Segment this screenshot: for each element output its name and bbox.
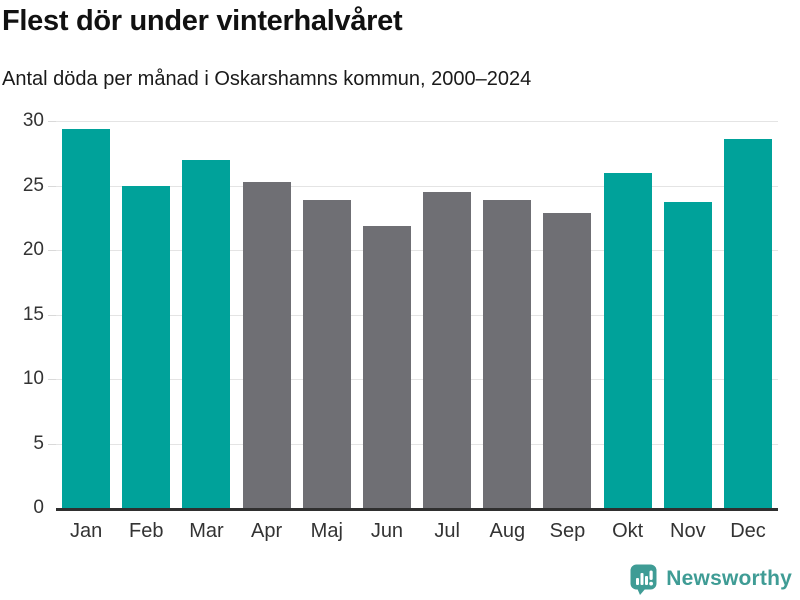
x-tick-label: Jun [370, 520, 404, 542]
bar-chart: 0 5 10 15 20 25 30 [0, 110, 800, 518]
bar-dec [723, 139, 772, 508]
x-tick-label: Apr [251, 520, 283, 542]
bars-row [56, 121, 778, 508]
x-tick-label: Sep [549, 520, 586, 542]
bar-slot [56, 121, 116, 508]
bar-sep [543, 212, 592, 508]
bar-slot [718, 121, 778, 508]
y-tick-label: 25 [22, 174, 44, 196]
y-axis-tick [48, 121, 56, 122]
bar-feb [122, 185, 171, 508]
gridline [56, 121, 778, 122]
bar-apr [242, 181, 291, 508]
bar-slot [477, 121, 537, 508]
x-tick-label: Mar [189, 520, 224, 542]
gridline [56, 314, 778, 316]
y-tick-label: 0 [33, 497, 44, 518]
gridline [56, 379, 778, 380]
bar-slot [297, 121, 357, 508]
bar-slot [357, 121, 417, 508]
x-axis-labels: Jan Feb Mar Apr Maj Jun Jul Aug Sep Okt Nov Dec [56, 517, 778, 545]
bar-slot [537, 121, 597, 508]
newsworthy-speech-bubble-chart-icon [630, 564, 657, 595]
plot-area [56, 121, 778, 511]
y-tick-label: 10 [22, 368, 44, 389]
y-tick-label: 20 [22, 239, 44, 260]
x-tick-label: Okt [612, 520, 644, 542]
y-axis-tick [48, 250, 56, 251]
newsworthy-wordmark: Newsworthy [666, 567, 792, 590]
page-subtitle: Antal döda per månad i Oskarshamns kommu… [2, 68, 532, 90]
page-title: Flest dör under vinterhalvåret [2, 5, 403, 37]
x-tick-label: Jul [434, 520, 460, 542]
y-axis-tick [48, 379, 56, 380]
x-tick-label: Nov [670, 520, 706, 542]
bar-okt [603, 172, 652, 508]
bar-jan [62, 128, 111, 508]
bar-jul [423, 191, 472, 508]
bar-slot [116, 121, 176, 508]
bar-aug [483, 199, 532, 508]
x-tick-label: Maj [310, 520, 343, 542]
bar-slot [658, 121, 718, 508]
gridline [56, 443, 778, 445]
y-tick-label: 5 [33, 432, 44, 454]
gridline [56, 250, 778, 251]
x-tick-label: Feb [129, 520, 164, 542]
bar-nov [663, 202, 712, 508]
bar-slot [237, 121, 297, 508]
bar-mar [182, 159, 231, 508]
bar-slot [417, 121, 477, 508]
y-tick-label: 15 [22, 303, 44, 325]
bar-slot [598, 121, 658, 508]
x-tick-label: Dec [730, 520, 766, 542]
y-axis-labels: 0 5 10 15 20 25 30 [0, 110, 56, 518]
gridline [56, 185, 778, 187]
newsworthy-logo[interactable]: Newsworthy [629, 563, 792, 595]
y-axis-tick [48, 185, 56, 187]
y-axis-tick [48, 443, 56, 445]
x-tick-label: Jan [69, 520, 103, 542]
bar-slot [176, 121, 236, 508]
bar-jun [362, 225, 411, 508]
y-axis-tick [48, 314, 56, 316]
y-tick-label: 30 [22, 110, 44, 131]
x-tick-label: Aug [489, 520, 526, 542]
bar-maj [302, 199, 351, 508]
